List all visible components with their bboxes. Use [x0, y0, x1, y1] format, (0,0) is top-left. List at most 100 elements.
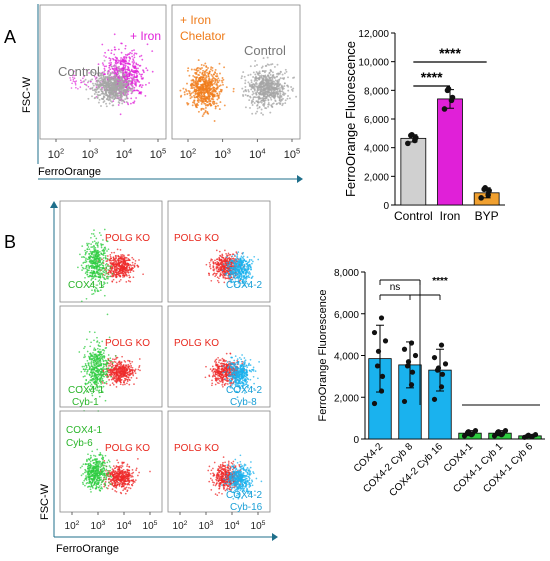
scatter-point: [85, 379, 88, 382]
scatter-point: [104, 75, 107, 78]
scatter-point: [227, 252, 230, 255]
scatter-point: [220, 79, 223, 82]
scatter-point: [193, 94, 195, 97]
scatter-point: [237, 251, 240, 253]
scatter-point: [145, 67, 148, 70]
scatter-point: [213, 77, 216, 80]
scatter-point: [118, 83, 121, 86]
scatter-point: [93, 93, 96, 95]
scatter-point: [186, 93, 189, 95]
scatter-point: [141, 58, 144, 61]
scatter-point: [256, 110, 259, 113]
scatter-point: [214, 275, 216, 278]
scatter-point: [222, 260, 225, 263]
scatter-point: [116, 368, 119, 371]
scatter-point: [121, 78, 124, 81]
scatter-point: [109, 64, 112, 66]
scatter-point: [88, 253, 90, 255]
scatter-point: [232, 276, 235, 279]
scatter-point: [267, 75, 270, 78]
scatter-point: [107, 271, 110, 274]
scatter-point: [98, 256, 101, 259]
scatter-point: [234, 260, 237, 263]
scatter-point: [243, 75, 246, 78]
label-iron: + Iron: [130, 29, 161, 43]
scatter-point: [124, 366, 127, 369]
scatter-point: [117, 61, 119, 64]
scatter-point: [281, 90, 284, 93]
scatter-point: [109, 267, 112, 270]
scatter-point: [240, 77, 243, 80]
scatter-point: [87, 381, 90, 383]
scatter-point: [128, 77, 131, 80]
scatter-point: [263, 97, 266, 100]
scatter-point: [110, 371, 112, 374]
scatter-point: [126, 91, 129, 94]
scatter-point: [102, 355, 105, 357]
label-control-2: Control: [244, 43, 286, 58]
scatter-point: [104, 246, 106, 249]
scatter-point: [133, 54, 136, 56]
scatter-point: [231, 253, 234, 256]
scatter-point: [109, 96, 112, 99]
scatter-point: [123, 73, 126, 76]
scatter-point: [128, 276, 131, 279]
scatter-point: [120, 42, 122, 45]
scatter-point: [186, 102, 189, 104]
scatter-point: [121, 71, 124, 74]
scatter-point: [85, 84, 88, 87]
scatter-point: [110, 375, 112, 378]
scatter-point: [73, 70, 75, 73]
scatter-point: [270, 87, 273, 90]
scatter-point: [132, 258, 135, 261]
scatter-point: [210, 279, 213, 282]
scatter-point: [132, 276, 135, 279]
scatter-point: [271, 71, 274, 74]
scatter-point: [92, 264, 94, 267]
scatter-point: [191, 101, 194, 104]
scatter-point: [131, 91, 134, 94]
scatter-point: [69, 69, 71, 71]
scatter-point: [127, 90, 130, 93]
scatter-point: [102, 366, 104, 369]
scatter-point: [99, 276, 102, 279]
scatter-point: [77, 88, 79, 90]
scatter-point: [142, 77, 144, 79]
scatter-point: [226, 272, 228, 274]
scatter-point: [270, 63, 272, 66]
scatter-point: [105, 363, 108, 366]
scatter-point: [102, 267, 104, 270]
scatter-point: [106, 255, 109, 257]
scatter-point: [217, 261, 220, 264]
scatter-point: [98, 365, 101, 367]
scatter-point: [132, 59, 135, 62]
scatter-point: [82, 80, 85, 83]
scatter-point: [109, 98, 112, 101]
scatter-point: [129, 374, 131, 376]
scatter-point: [92, 71, 95, 74]
scatter-point: [196, 95, 199, 98]
scatter-point: [257, 101, 260, 104]
scatter-point: [208, 89, 211, 92]
scatter-point: [128, 74, 131, 76]
scatter-point: [229, 253, 232, 256]
scatter-point: [127, 359, 129, 362]
scatter-point: [234, 258, 237, 261]
scatter-point: [115, 65, 117, 67]
scatter-point: [238, 265, 240, 268]
scatter-point: [92, 379, 94, 382]
scatter-point: [128, 383, 131, 386]
scatter-point: [248, 260, 251, 262]
scatter-point: [195, 103, 198, 106]
scatter-point: [122, 70, 125, 72]
scatter-point: [284, 68, 287, 71]
scatter-point: [88, 72, 90, 74]
scatter-point: [254, 112, 257, 115]
scatter-point: [90, 252, 93, 254]
scatter-point: [95, 242, 98, 244]
scatter-point: [107, 78, 110, 81]
scatter-point: [117, 104, 120, 106]
scatter-point: [100, 371, 103, 373]
scatter-point: [199, 68, 202, 71]
scatter-point: [105, 260, 108, 263]
